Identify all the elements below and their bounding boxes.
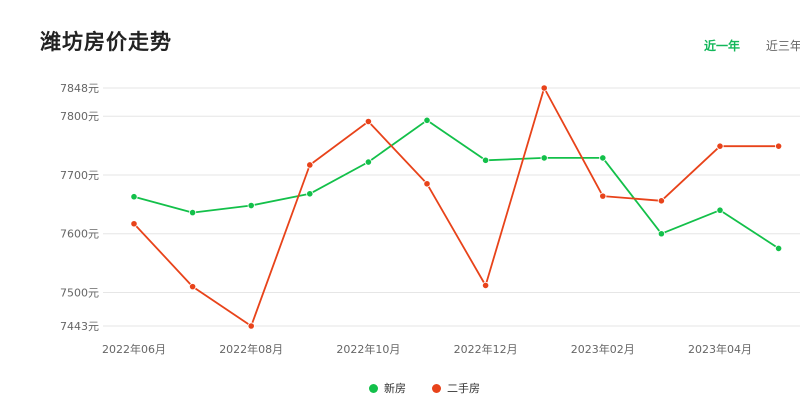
series-line-0 xyxy=(133,119,780,250)
x-tick-label: 2023年04月 xyxy=(688,342,752,356)
legend-swatch-second-hand xyxy=(432,383,441,393)
page-title: 潍坊房价走势 xyxy=(40,30,172,54)
data-point-1 xyxy=(364,117,372,126)
y-tick-label: 7700元 xyxy=(60,169,99,182)
time-range-tabs: 近一年 近三年 xyxy=(704,37,800,54)
data-point-0 xyxy=(599,154,607,162)
data-point-1 xyxy=(247,322,255,330)
data-point-1 xyxy=(130,220,138,228)
x-tick-label: 2022年10月 xyxy=(336,342,400,356)
legend-swatch-new-house xyxy=(369,383,378,393)
data-point-1 xyxy=(189,283,197,291)
y-tick-label: 7600元 xyxy=(60,228,99,241)
legend-item-second-hand[interactable]: 二手房 xyxy=(432,380,480,396)
data-point-0 xyxy=(130,193,138,201)
data-point-0 xyxy=(189,208,197,217)
y-tick-label: 7443元 xyxy=(60,320,99,333)
data-point-1 xyxy=(423,180,431,188)
data-point-0 xyxy=(540,154,548,162)
tab-one-year[interactable]: 近一年 xyxy=(704,39,741,53)
x-tick-label: 2023年02月 xyxy=(571,342,635,356)
tab-three-years[interactable]: 近三年 xyxy=(765,39,800,53)
data-point-0 xyxy=(481,156,490,164)
legend-label-second-hand: 二手房 xyxy=(447,382,480,395)
data-point-1 xyxy=(306,161,314,169)
y-tick-label: 7500元 xyxy=(60,287,99,300)
data-point-0 xyxy=(774,244,783,253)
data-point-1 xyxy=(774,142,783,150)
data-point-0 xyxy=(716,206,724,214)
legend-item-new-house[interactable]: 新房 xyxy=(369,380,406,396)
series-line-1 xyxy=(133,87,779,327)
data-point-1 xyxy=(540,84,548,92)
data-point-1 xyxy=(481,281,490,290)
y-tick-label: 7848元 xyxy=(60,82,99,95)
data-point-0 xyxy=(364,158,372,166)
data-point-1 xyxy=(599,192,607,200)
y-tick-label: 7800元 xyxy=(60,110,99,123)
x-tick-label: 2022年08月 xyxy=(219,342,283,356)
data-point-1 xyxy=(716,142,724,150)
x-tick-label: 2022年12月 xyxy=(454,342,518,356)
data-point-0 xyxy=(657,230,666,238)
data-point-0 xyxy=(306,190,314,198)
legend-label-new-house: 新房 xyxy=(384,382,406,395)
data-point-1 xyxy=(657,197,666,205)
x-tick-label: 2022年06月 xyxy=(102,342,166,356)
data-point-0 xyxy=(247,201,255,210)
data-point-0 xyxy=(423,116,431,124)
